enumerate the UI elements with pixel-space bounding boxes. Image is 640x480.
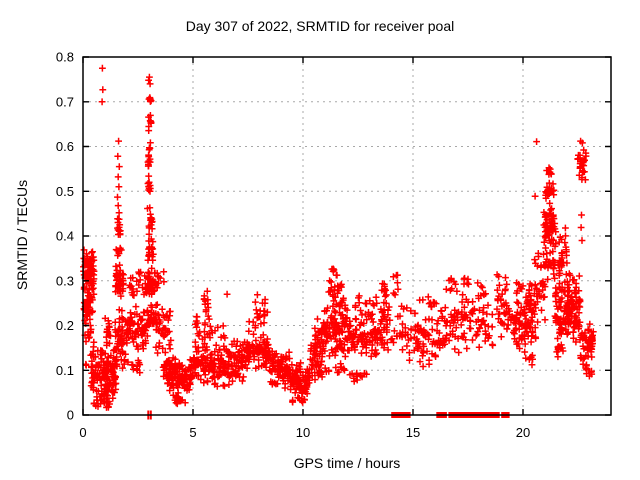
chart-title: Day 307 of 2022, SRMTID for receiver poa…: [185, 18, 455, 34]
y-tick-label: 0.3: [56, 273, 74, 288]
y-tick-label: 0.6: [56, 139, 74, 154]
x-tick-label: 20: [516, 425, 530, 440]
scatter-markers: [80, 64, 597, 411]
plot-border: [82, 56, 612, 416]
y-tick-label: 0.5: [56, 184, 74, 199]
x-axis-label: GPS time / hours: [293, 455, 401, 471]
x-tick-label: 10: [296, 425, 310, 440]
x-tick-label: 0: [79, 425, 86, 440]
x-tick-label: 5: [189, 425, 196, 440]
x-tick-label: 15: [406, 425, 420, 440]
y-tick-label: 0.1: [56, 363, 74, 378]
y-tick-label: 0.2: [56, 318, 74, 333]
y-tick-label: 0.8: [56, 50, 74, 65]
y-tick-label: 0.4: [56, 229, 74, 244]
y-tick-label: 0.7: [56, 94, 74, 109]
y-tick-label: 0: [67, 408, 74, 423]
grid-lines: [83, 57, 611, 415]
